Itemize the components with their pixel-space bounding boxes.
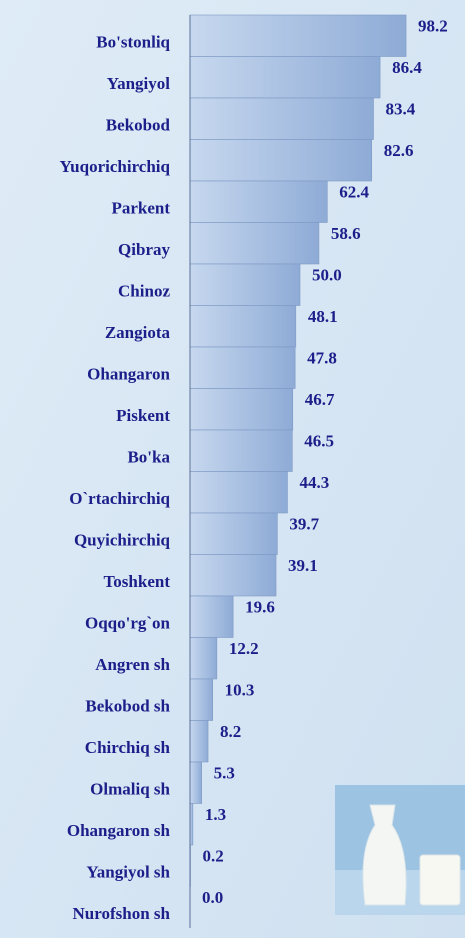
bar — [190, 472, 287, 514]
value-label: 8.2 — [220, 722, 241, 741]
bar — [190, 430, 292, 472]
category-label: Bo'ka — [127, 448, 170, 467]
value-label: 10.3 — [225, 681, 255, 700]
category-label: O`rtachirchiq — [69, 489, 170, 508]
chart: Bo'stonliq 98.2 Yangiyol 86.4 Bekobod 83.4 Yuq… — [0, 0, 465, 938]
value-label: 86.4 — [392, 58, 422, 77]
value-label: 19.6 — [245, 598, 275, 617]
value-label: 47.8 — [307, 349, 337, 368]
value-label: 62.4 — [339, 183, 369, 202]
value-label: 58.6 — [331, 224, 361, 243]
category-label: Bekobod sh — [85, 697, 170, 716]
bar — [190, 98, 373, 140]
category-label: Toshkent — [104, 572, 171, 591]
category-label: Ohangaron sh — [67, 821, 171, 840]
bar — [190, 181, 327, 223]
value-label: 83.4 — [385, 100, 415, 119]
bar — [190, 638, 217, 680]
category-label: Ohangaron — [87, 365, 170, 384]
value-label: 46.7 — [305, 390, 335, 409]
bar — [190, 264, 300, 306]
value-label: 39.7 — [289, 515, 319, 534]
category-label: Parkent — [111, 199, 170, 218]
category-label: Yangiyol sh — [86, 863, 170, 882]
category-label: Qibray — [118, 240, 170, 259]
value-label: 0.2 — [202, 847, 223, 866]
category-label: Zangiota — [105, 323, 171, 342]
value-label: 1.3 — [205, 805, 226, 824]
category-label: Chinoz — [118, 282, 170, 301]
category-label: Yuqorichirchiq — [59, 157, 170, 176]
milk-image — [335, 785, 465, 915]
category-label: Angren sh — [95, 655, 170, 674]
bar — [190, 389, 293, 431]
bar — [190, 306, 296, 348]
category-label: Quyichirchiq — [74, 531, 171, 550]
value-label: 5.3 — [214, 764, 235, 783]
category-label: Yangiyol — [107, 74, 171, 93]
bar — [190, 347, 295, 389]
page: Bo'stonliq 98.2 Yangiyol 86.4 Bekobod 83.4 Yuq… — [0, 0, 465, 938]
category-label: Nurofshon sh — [73, 904, 171, 923]
bar — [190, 513, 277, 555]
bar — [190, 140, 372, 182]
category-label: Piskent — [116, 406, 170, 425]
value-label: 50.0 — [312, 266, 342, 285]
bar — [190, 223, 319, 265]
bar — [190, 57, 380, 99]
value-label: 0.0 — [202, 888, 223, 907]
category-label: Chirchiq sh — [85, 738, 171, 757]
bar — [190, 762, 202, 804]
category-label: Olmaliq sh — [90, 780, 170, 799]
value-label: 44.3 — [299, 473, 329, 492]
bar — [190, 721, 208, 763]
value-label: 46.5 — [304, 432, 334, 451]
value-label: 39.1 — [288, 556, 318, 575]
category-label: Bo'stonliq — [96, 33, 170, 52]
bar — [190, 679, 213, 721]
bar — [190, 555, 276, 597]
value-label: 98.2 — [418, 17, 448, 36]
value-label: 82.6 — [384, 141, 414, 160]
value-label: 48.1 — [308, 307, 338, 326]
value-label: 12.2 — [229, 639, 259, 658]
bar — [190, 15, 406, 57]
category-label: Oqqo'rg`on — [85, 614, 171, 633]
bar — [190, 596, 233, 638]
category-label: Bekobod — [106, 116, 171, 135]
